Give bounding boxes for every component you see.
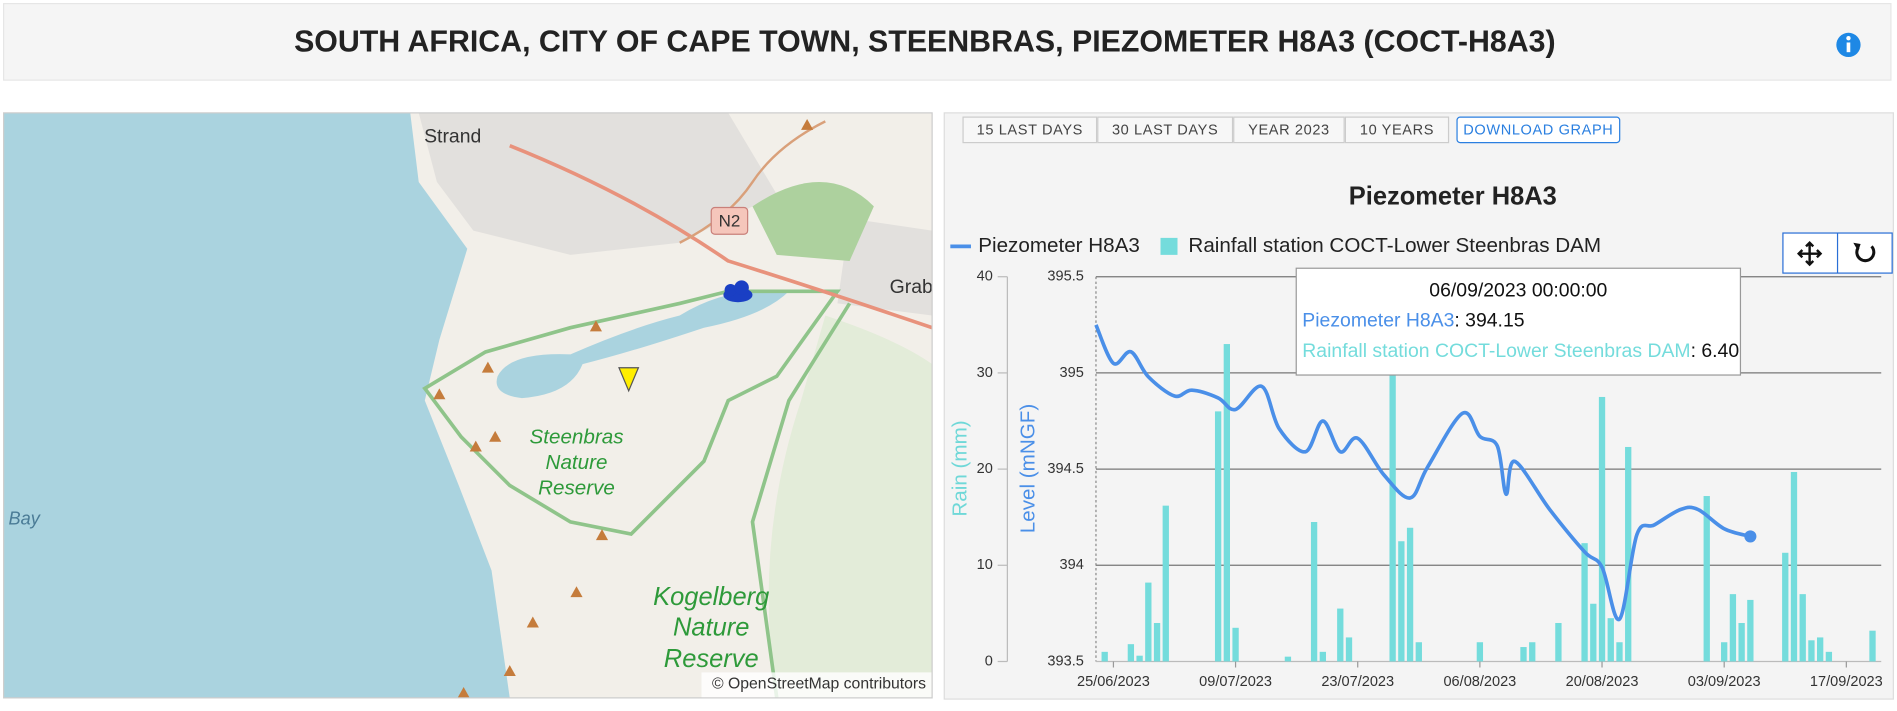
tooltip-line: Rainfall station COCT-Lower Steenbras DA…: [1302, 340, 1739, 362]
reserve-label: Steenbras: [529, 426, 623, 449]
download-button[interactable]: DOWNLOAD GRAPH: [1456, 116, 1621, 144]
x-tick-label: 17/09/2023: [1810, 674, 1883, 690]
reserve-label: Nature: [673, 613, 749, 641]
rain-bar: [1825, 651, 1833, 662]
rain-bar: [1581, 543, 1588, 662]
rain-bar: [1145, 582, 1152, 662]
rain-bar: [1389, 363, 1396, 662]
rain-bar: [1214, 411, 1222, 662]
page-title: SOUTH AFRICA, CITY OF CAPE TOWN, STEENBR…: [294, 26, 1556, 59]
range-button[interactable]: 10 YEARS: [1344, 116, 1450, 144]
rain-bar: [1127, 644, 1135, 662]
rain-bar: [1406, 527, 1414, 662]
rain-bar: [1529, 642, 1536, 662]
legend-label: Rainfall station COCT-Lower Steenbras DA…: [1188, 234, 1601, 257]
rain-bar: [1616, 642, 1623, 662]
rain-bar: [1345, 637, 1353, 662]
rain-bar: [1590, 603, 1597, 662]
rain-bar: [1337, 608, 1344, 662]
rain-bar: [1398, 541, 1405, 662]
y2-tick-label: 10: [977, 557, 993, 573]
rain-bar: [1555, 622, 1562, 662]
rain-bar: [1162, 505, 1169, 662]
place-label: Grab: [890, 276, 933, 298]
rain-bar: [1598, 396, 1606, 662]
range-button[interactable]: 15 LAST DAYS: [962, 116, 1098, 144]
rain-bar: [1310, 521, 1318, 662]
y-tick-label: 395.5: [1047, 269, 1083, 285]
reserve-label: Nature: [546, 451, 608, 474]
tooltip-series: Rainfall station COCT-Lower Steenbras DA…: [1302, 340, 1690, 362]
rain-bar: [1607, 618, 1614, 662]
rain-bar: [1721, 642, 1728, 662]
reserve-label: Reserve: [538, 477, 615, 500]
zoom-controls[interactable]: [1782, 232, 1893, 274]
info-icon[interactable]: [1836, 32, 1861, 58]
tooltip-box: [1295, 267, 1742, 376]
reserve-label: Reserve: [664, 645, 759, 673]
rain-bar: [1136, 655, 1143, 662]
rain-bar: [1625, 446, 1632, 662]
level-line: [1094, 324, 1751, 621]
attribution: © OpenStreetMap contributors: [712, 676, 926, 693]
road-label: N2: [719, 212, 741, 231]
rain-bar: [1101, 651, 1108, 662]
y-tick-label: 395: [1060, 365, 1084, 381]
rain-bar: [1476, 642, 1484, 662]
y-axis-title: Level (mNGF): [1017, 404, 1040, 534]
rain-bar: [1319, 651, 1326, 662]
rain-bar: [1415, 642, 1422, 662]
tooltip-line: Piezometer H8A3: 394.15: [1302, 310, 1524, 332]
place-label: Strand: [424, 125, 481, 147]
rain-bar: [1703, 496, 1710, 662]
rain-bar: [1729, 594, 1737, 662]
reserve-label: Kogelberg: [653, 583, 769, 611]
x-tick-label: 03/09/2023: [1688, 674, 1761, 690]
tooltip-value: : 394.15: [1454, 310, 1524, 332]
x-tick-label: 09/07/2023: [1199, 674, 1272, 690]
rain-bar: [1223, 344, 1231, 662]
y2-tick-label: 0: [985, 653, 993, 669]
x-tick-label: 23/07/2023: [1321, 674, 1394, 690]
tooltip-title: 06/09/2023 00:00:00: [1429, 279, 1607, 301]
rain-bar: [1738, 622, 1745, 662]
header-bar: [3, 3, 1892, 81]
y-tick-label: 393.5: [1047, 653, 1083, 669]
level-point: [1744, 530, 1757, 543]
legend-swatch: [1160, 237, 1178, 255]
rain-bar: [1232, 627, 1239, 662]
y2-tick-label: 30: [977, 365, 993, 381]
legend-label: Piezometer H8A3: [978, 234, 1140, 257]
range-button[interactable]: 30 LAST DAYS: [1097, 116, 1234, 144]
rain-bar: [1782, 552, 1789, 662]
x-tick-label: 06/08/2023: [1443, 674, 1516, 690]
place-label: Bay: [8, 508, 41, 528]
tooltip-series: Piezometer H8A3: [1302, 310, 1454, 332]
rain-bar: [1808, 640, 1815, 662]
range-button[interactable]: YEAR 2023: [1233, 116, 1345, 144]
y-tick-label: 394.5: [1047, 461, 1083, 477]
rain-bar: [1153, 622, 1161, 662]
rain-bar: [1869, 630, 1876, 662]
rain-bar: [1799, 594, 1806, 662]
road-shield: [710, 206, 749, 235]
y2-tick-label: 20: [977, 461, 993, 477]
y2-axis-title: Rain (mm): [949, 420, 972, 516]
x-tick-label: 20/08/2023: [1566, 674, 1639, 690]
tooltip-value: : 6.40: [1691, 340, 1740, 362]
rain-bar: [1817, 637, 1824, 662]
map[interactable]: N2 Strand Grab Bay Steenbras Nature Rese…: [3, 112, 933, 699]
y-tick-label: 394: [1060, 557, 1084, 573]
rain-bar: [1520, 647, 1527, 662]
rain-bar: [1284, 656, 1292, 662]
chart-title: Piezometer H8A3: [1349, 183, 1557, 211]
x-tick-label: 25/06/2023: [1077, 674, 1150, 690]
rain-bar: [1747, 599, 1754, 662]
rain-bar: [1790, 471, 1798, 662]
y2-tick-label: 40: [977, 269, 993, 285]
